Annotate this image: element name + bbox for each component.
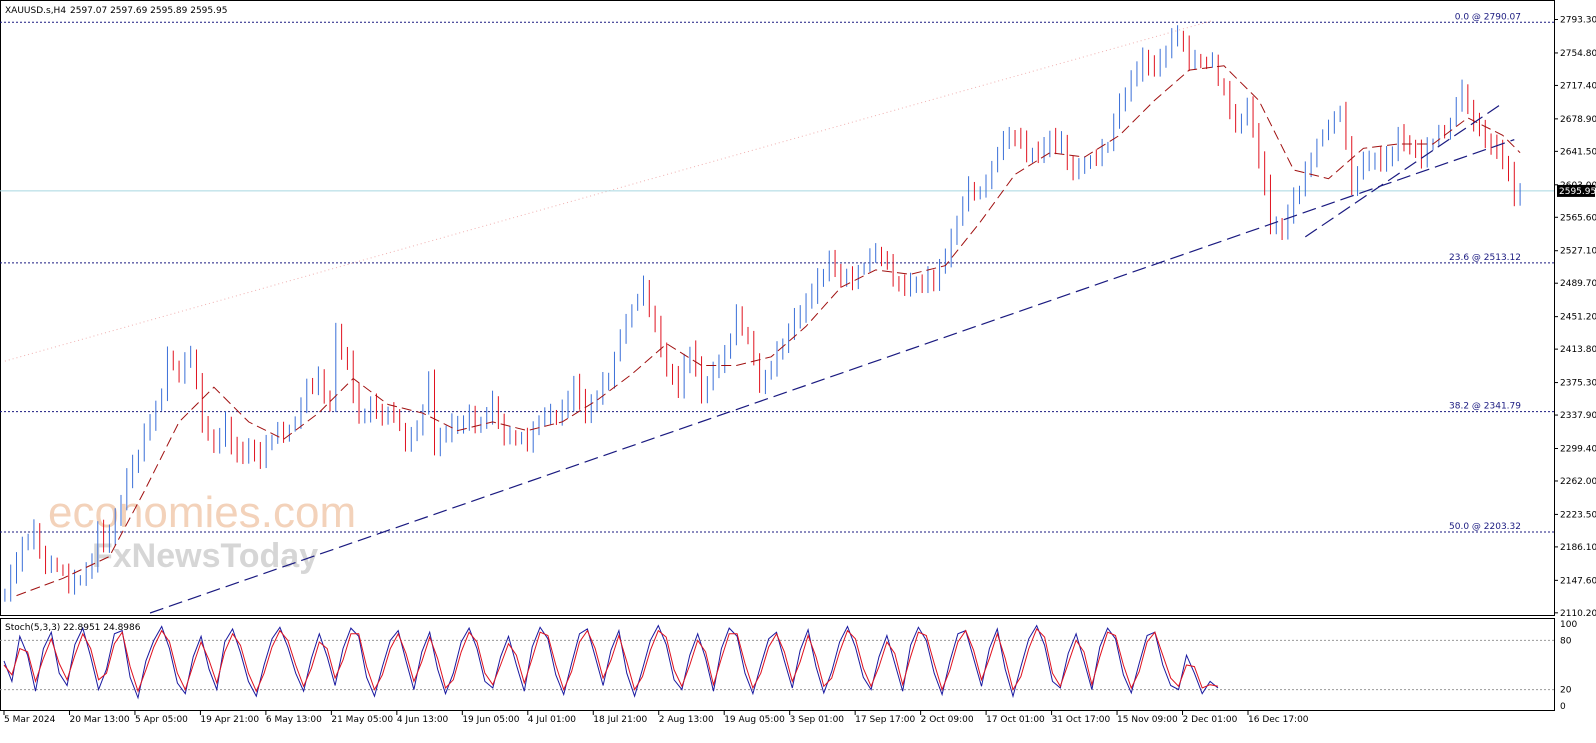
stoch-series-main bbox=[3, 624, 1219, 700]
fib-level-label: 0.0 @ 2790.07 bbox=[1455, 12, 1521, 22]
y-tick-label: 2678.90 bbox=[1560, 115, 1596, 125]
x-tick-label: 4 Jul 01:00 bbox=[528, 715, 577, 725]
y-tick-label: 2641.50 bbox=[1560, 147, 1596, 157]
fib-level-label: 23.6 @ 2513.12 bbox=[1449, 253, 1521, 263]
x-tick-label: 21 May 05:00 bbox=[331, 715, 393, 725]
stoch-y-tick-label: 0 bbox=[1560, 702, 1566, 712]
y-tick-label: 2299.40 bbox=[1560, 444, 1596, 454]
moving-average-line bbox=[16, 65, 1521, 597]
x-tick-label: 6 May 13:00 bbox=[266, 715, 322, 725]
ohlc-readout: 2597.07 2597.69 2595.89 2595.95 bbox=[70, 6, 227, 16]
x-tick-label: 20 Mar 13:00 bbox=[69, 715, 129, 725]
symbol-label: XAUUSD.s,H4 bbox=[5, 6, 66, 16]
y-tick-label: 2565.60 bbox=[1560, 213, 1596, 223]
y-tick-label: 2186.10 bbox=[1560, 543, 1596, 553]
main-pane bbox=[0, 0, 1555, 616]
stoch-y-tick-label: 100 bbox=[1560, 620, 1577, 630]
stoch-title: Stoch(5,3,3) 22.8951 24.8986 bbox=[5, 623, 141, 633]
x-tick-label: 5 Apr 05:00 bbox=[135, 715, 188, 725]
y-tick-label: 2413.80 bbox=[1560, 345, 1596, 355]
y-tick-label: 2262.00 bbox=[1560, 477, 1596, 487]
trendline[interactable] bbox=[149, 139, 1515, 614]
x-tick-label: 5 Mar 2024 bbox=[4, 715, 56, 725]
y-tick-label: 2223.50 bbox=[1560, 510, 1596, 520]
x-tick-label: 17 Oct 01:00 bbox=[986, 715, 1045, 725]
x-tick-label: 15 Nov 09:00 bbox=[1117, 715, 1178, 725]
y-tick-label: 2147.60 bbox=[1560, 576, 1596, 586]
y-tick-label: 2527.10 bbox=[1560, 247, 1596, 257]
y-tick-label: 2754.80 bbox=[1560, 49, 1596, 59]
stoch-series-signal bbox=[3, 627, 1219, 693]
watermark-line2: FxNewsToday bbox=[92, 537, 318, 575]
x-tick-label: 3 Sep 01:00 bbox=[790, 715, 845, 725]
current-price-tag-label: 2595.95 bbox=[1559, 187, 1596, 197]
x-tick-label: 18 Jul 21:00 bbox=[593, 715, 647, 725]
x-tick-label: 19 Jun 05:00 bbox=[462, 715, 519, 725]
x-tick-label: 4 Jun 13:00 bbox=[397, 715, 449, 725]
fib-level-label: 38.2 @ 2341.79 bbox=[1449, 402, 1521, 412]
watermark: economies.com FxNewsToday bbox=[48, 488, 356, 575]
y-tick-label: 2375.30 bbox=[1560, 379, 1596, 389]
y-tick-label: 2489.70 bbox=[1560, 279, 1596, 289]
current-price-tag bbox=[1557, 184, 1595, 197]
watermark-line1: economies.com bbox=[48, 488, 356, 537]
y-tick-label: 2337.90 bbox=[1560, 411, 1596, 421]
x-tick-label: 19 Apr 21:00 bbox=[200, 715, 259, 725]
y-tick-label: 2793.30 bbox=[1560, 16, 1596, 26]
fib-level-label: 50.0 @ 2203.32 bbox=[1449, 522, 1521, 532]
stoch-y-tick-label: 80 bbox=[1560, 636, 1572, 646]
y-tick-label: 2110.20 bbox=[1560, 609, 1596, 619]
stoch-pane bbox=[0, 618, 1555, 711]
x-tick-label: 31 Oct 17:00 bbox=[1052, 715, 1111, 725]
x-tick-label: 2 Aug 13:00 bbox=[659, 715, 714, 725]
stoch-y-tick-label: 20 bbox=[1560, 686, 1572, 696]
x-tick-label: 19 Aug 05:00 bbox=[724, 715, 785, 725]
x-tick-label: 2 Oct 09:00 bbox=[921, 715, 974, 725]
y-tick-label: 2717.40 bbox=[1560, 81, 1596, 91]
y-tick-label: 2451.20 bbox=[1560, 313, 1596, 323]
x-tick-label: 17 Sep 17:00 bbox=[855, 715, 915, 725]
x-tick-label: 2 Dec 01:00 bbox=[1183, 715, 1238, 725]
x-tick-label: 16 Dec 17:00 bbox=[1248, 715, 1309, 725]
